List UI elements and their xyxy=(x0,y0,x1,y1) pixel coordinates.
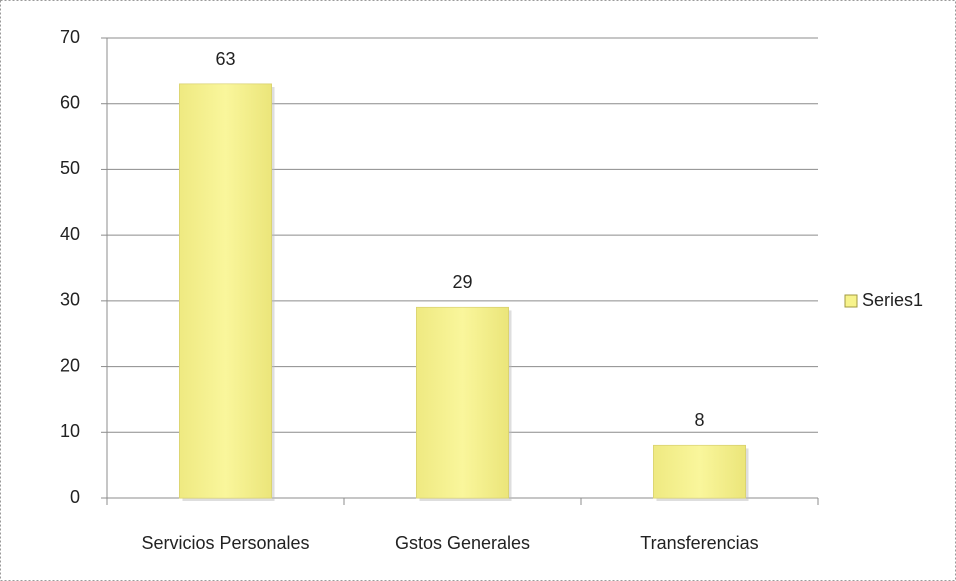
x-tick-label: Gstos Generales xyxy=(395,533,530,553)
legend-swatch xyxy=(844,294,858,308)
bar-sheen xyxy=(179,84,272,498)
y-tick-label: 40 xyxy=(60,224,80,244)
data-label: 8 xyxy=(694,410,704,430)
y-tick-label: 10 xyxy=(60,421,80,441)
data-label: 29 xyxy=(452,272,472,292)
bar-sheen xyxy=(653,445,746,498)
y-tick-label: 70 xyxy=(60,27,80,47)
y-tick-label: 20 xyxy=(60,355,80,375)
x-tick-label: Transferencias xyxy=(640,533,758,553)
y-tick-label: 50 xyxy=(60,158,80,178)
y-tick-label: 0 xyxy=(70,487,80,507)
legend-label: Series1 xyxy=(862,290,923,310)
x-tick-label: Servicios Personales xyxy=(141,533,309,553)
bar-sheen xyxy=(416,307,509,498)
y-tick-label: 30 xyxy=(60,290,80,310)
data-label: 63 xyxy=(215,49,235,69)
y-tick-label: 60 xyxy=(60,92,80,112)
